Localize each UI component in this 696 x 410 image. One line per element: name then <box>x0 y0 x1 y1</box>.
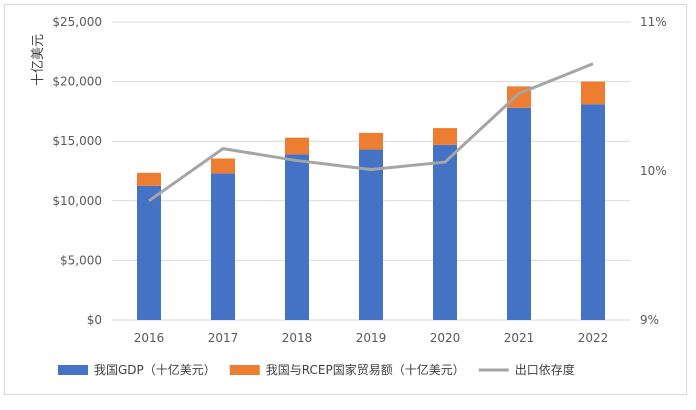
y-tick-label: $25,000 <box>52 15 102 29</box>
y-tick-label: $0 <box>87 313 102 327</box>
x-tick-label: 2022 <box>578 331 609 345</box>
legend-label: 我国GDP（十亿美元） <box>94 362 216 377</box>
rcep-trade-bar <box>137 172 161 186</box>
rcep-trade-bar <box>581 81 605 105</box>
legend-swatch <box>58 365 88 375</box>
gdp-bar <box>359 149 383 320</box>
gdp-bar <box>211 173 235 320</box>
gridlines <box>112 21 630 321</box>
y-tick-label: $15,000 <box>52 134 102 148</box>
rcep-trade-bar <box>211 158 235 174</box>
x-tick-label: 2020 <box>430 331 461 345</box>
legend-label: 出口依存度 <box>515 362 575 377</box>
legend-swatch <box>229 365 260 375</box>
y-tick-label: $5,000 <box>60 253 102 267</box>
x-tick-label: 2017 <box>208 331 239 345</box>
export-dependency-series <box>148 62 594 203</box>
gdp-bar <box>507 107 531 320</box>
y2-tick-label: 9% <box>640 313 659 327</box>
chart-frame <box>4 4 687 395</box>
rcep-trade-bar <box>285 137 309 155</box>
y-axis-right-ticks: 9% 10% 11% <box>640 15 667 327</box>
x-tick-label: 2019 <box>356 331 387 345</box>
gdp-bar <box>285 154 309 320</box>
y2-tick-label: 11% <box>640 15 667 29</box>
gdp-bar <box>137 185 161 320</box>
export-dependency-line <box>148 62 594 203</box>
y-tick-label: $10,000 <box>52 194 102 208</box>
gdp-bar <box>581 104 605 320</box>
y-tick-label: $20,000 <box>52 75 102 89</box>
y-axis-left-ticks: $0 $5,000 $10,000 $15,000 $20,000 $25,000 <box>52 15 102 327</box>
y2-tick-label: 10% <box>640 164 667 178</box>
x-tick-label: 2021 <box>504 331 535 345</box>
rcep-trade-bar <box>433 128 457 145</box>
legend: 我国GDP（十亿美元） 我国与RCEP国家贸易额（十亿美元） 出口依存度 <box>58 362 575 377</box>
legend-label: 我国与RCEP国家贸易额（十亿美元） <box>266 362 465 377</box>
x-tick-label: 2016 <box>134 331 165 345</box>
x-tick-label: 2018 <box>282 331 313 345</box>
y-axis-label: 十亿美元 <box>31 34 46 86</box>
x-axis-ticks: 2016 2017 2018 2019 2020 2021 2022 <box>134 331 609 345</box>
rcep-trade-bar <box>359 132 383 150</box>
bars <box>137 81 605 320</box>
gdp-bar <box>433 144 457 320</box>
